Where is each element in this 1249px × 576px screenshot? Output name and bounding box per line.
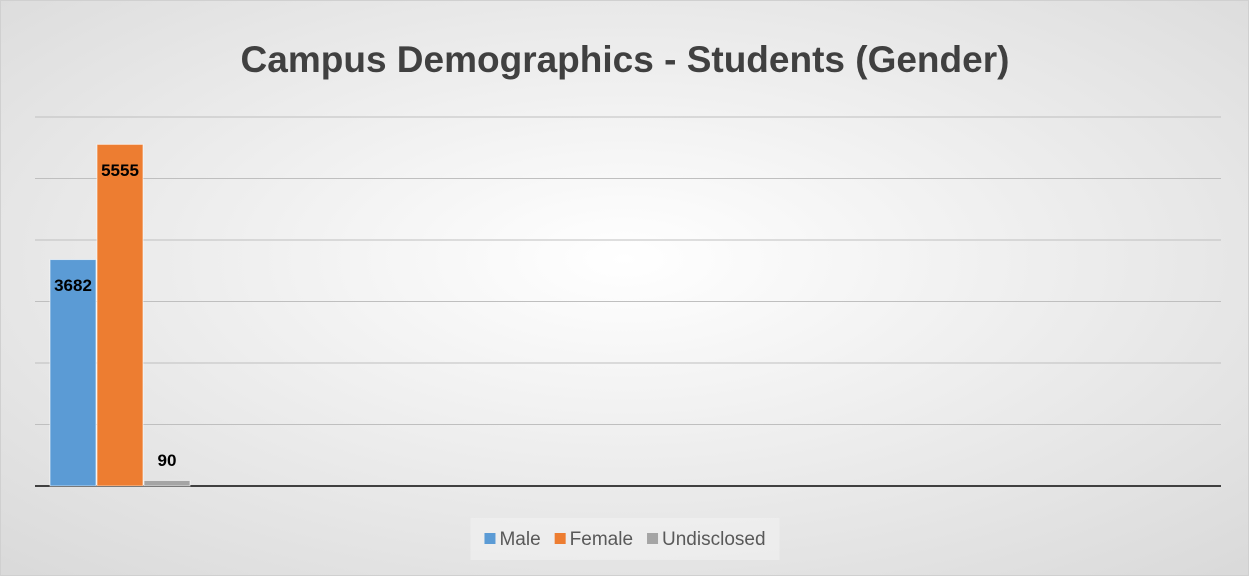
bar bbox=[96, 143, 144, 487]
legend-swatch bbox=[554, 533, 566, 544]
legend-box bbox=[470, 518, 780, 560]
data-label: 90 bbox=[158, 451, 177, 470]
legend-swatch bbox=[484, 533, 496, 544]
legend-label: Undisclosed bbox=[662, 529, 766, 550]
chart-title: Campus Demographics - Students (Gender) bbox=[241, 39, 1010, 80]
legend-label: Female bbox=[570, 529, 633, 550]
legend-label: Male bbox=[499, 529, 540, 550]
bar bbox=[49, 259, 97, 487]
legend: Male Female Undisclosed bbox=[470, 518, 780, 560]
data-label: 5555 bbox=[101, 161, 139, 180]
data-label: 3682 bbox=[54, 276, 92, 295]
legend-swatch bbox=[647, 533, 659, 544]
bar bbox=[143, 479, 191, 487]
